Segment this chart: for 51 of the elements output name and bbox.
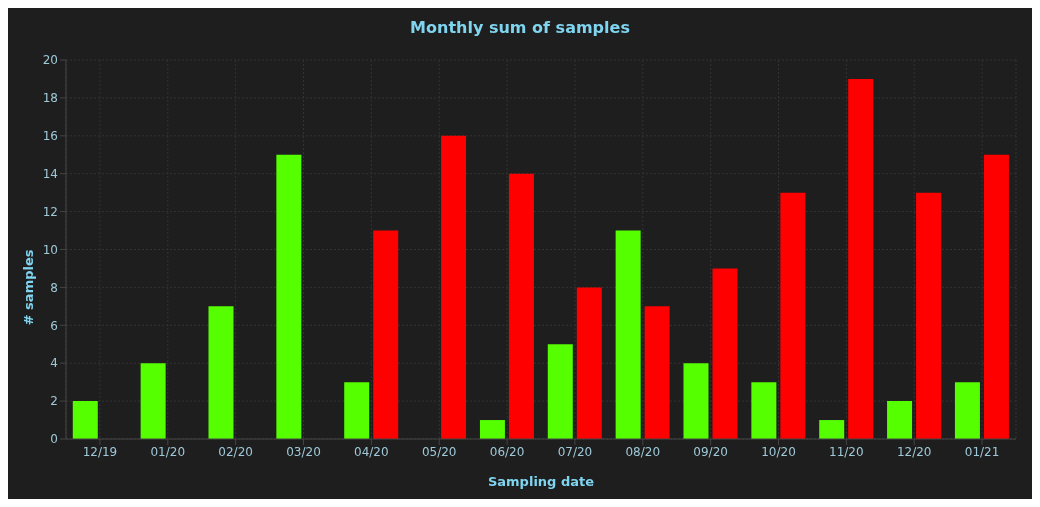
bar	[479, 420, 505, 439]
x-tick-label: 03/20	[286, 444, 321, 459]
x-tick-label: 07/20	[557, 444, 593, 459]
x-tick-label: 01/20	[150, 444, 186, 459]
y-tick-label: 8	[50, 280, 58, 295]
y-tick-label: 0	[50, 432, 58, 447]
y-tick-label: 4	[50, 356, 58, 371]
x-axis-title: Sampling date	[487, 474, 595, 490]
bar	[887, 401, 913, 439]
bar	[916, 192, 942, 439]
x-tick-label: 12/20	[896, 444, 932, 459]
bar	[780, 192, 806, 439]
x-tick-label: 12/19	[82, 444, 118, 459]
bar	[644, 306, 670, 439]
x-tick-label: 06/20	[489, 444, 525, 459]
bar	[276, 154, 302, 439]
x-tick-label: 01/21	[964, 444, 1000, 459]
bar	[441, 135, 467, 439]
bar	[751, 382, 777, 439]
bar	[819, 420, 845, 439]
bar	[344, 382, 370, 439]
bar	[508, 173, 534, 439]
bar	[683, 363, 709, 439]
y-tick-label: 10	[42, 242, 58, 257]
x-tick-label: 10/20	[761, 444, 796, 459]
bar	[140, 363, 166, 439]
y-tick-label: 16	[42, 129, 58, 144]
y-tick-label: 20	[42, 53, 58, 68]
bar	[576, 287, 602, 439]
y-tick-label: 14	[42, 166, 58, 181]
bar	[983, 154, 1009, 439]
x-tick-label: 08/20	[625, 444, 661, 459]
bar	[547, 344, 573, 439]
bar	[848, 78, 874, 439]
y-tick-label: 6	[50, 318, 58, 333]
bar	[954, 382, 980, 439]
x-tick-label: 04/20	[354, 444, 389, 459]
bar	[373, 230, 399, 439]
y-tick-label: 2	[50, 394, 58, 409]
bar	[615, 230, 641, 439]
x-tick-label: 02/20	[218, 444, 253, 459]
x-tick-label: 05/20	[421, 444, 457, 459]
bar	[712, 268, 738, 439]
x-tick-label: 09/20	[693, 444, 728, 459]
bar	[208, 306, 234, 439]
bar	[72, 401, 98, 439]
y-tick-label: 18	[42, 91, 58, 106]
y-axis-title: # samples	[20, 249, 36, 326]
chart-title: Monthly sum of samples	[409, 18, 631, 37]
x-tick-label: 11/20	[829, 444, 864, 459]
y-tick-label: 12	[42, 204, 58, 219]
